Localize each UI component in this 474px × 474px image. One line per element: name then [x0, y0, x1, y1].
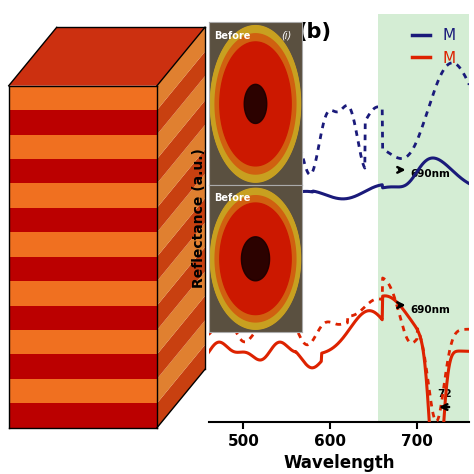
Polygon shape [9, 86, 157, 110]
X-axis label: Wavelength: Wavelength [283, 454, 395, 472]
Polygon shape [157, 174, 205, 257]
Polygon shape [157, 27, 205, 110]
Polygon shape [157, 247, 205, 330]
Bar [378, 14, 474, 422]
Polygon shape [9, 257, 157, 281]
Polygon shape [9, 159, 157, 183]
Polygon shape [157, 76, 205, 159]
Polygon shape [157, 52, 205, 135]
Polygon shape [9, 355, 157, 379]
Polygon shape [9, 403, 157, 428]
Polygon shape [157, 100, 205, 183]
Text: 690nm: 690nm [410, 304, 450, 315]
Y-axis label: Reflectance (a.u.): Reflectance (a.u.) [192, 148, 206, 288]
Polygon shape [9, 110, 157, 135]
Polygon shape [157, 272, 205, 355]
Polygon shape [9, 306, 157, 330]
Polygon shape [157, 198, 205, 281]
Polygon shape [157, 345, 205, 428]
Polygon shape [157, 223, 205, 306]
Legend: M, M: M, M [406, 22, 462, 72]
Polygon shape [9, 330, 157, 355]
Polygon shape [9, 232, 157, 257]
Polygon shape [9, 183, 157, 208]
Polygon shape [9, 27, 205, 86]
Polygon shape [157, 296, 205, 379]
Polygon shape [157, 149, 205, 232]
Polygon shape [9, 208, 157, 232]
Polygon shape [9, 379, 157, 403]
Polygon shape [9, 135, 157, 159]
Polygon shape [9, 281, 157, 306]
Polygon shape [157, 125, 205, 208]
Text: 690nm: 690nm [410, 169, 450, 179]
Text: (b): (b) [297, 22, 331, 42]
Text: 72: 72 [437, 389, 452, 399]
Polygon shape [157, 320, 205, 403]
